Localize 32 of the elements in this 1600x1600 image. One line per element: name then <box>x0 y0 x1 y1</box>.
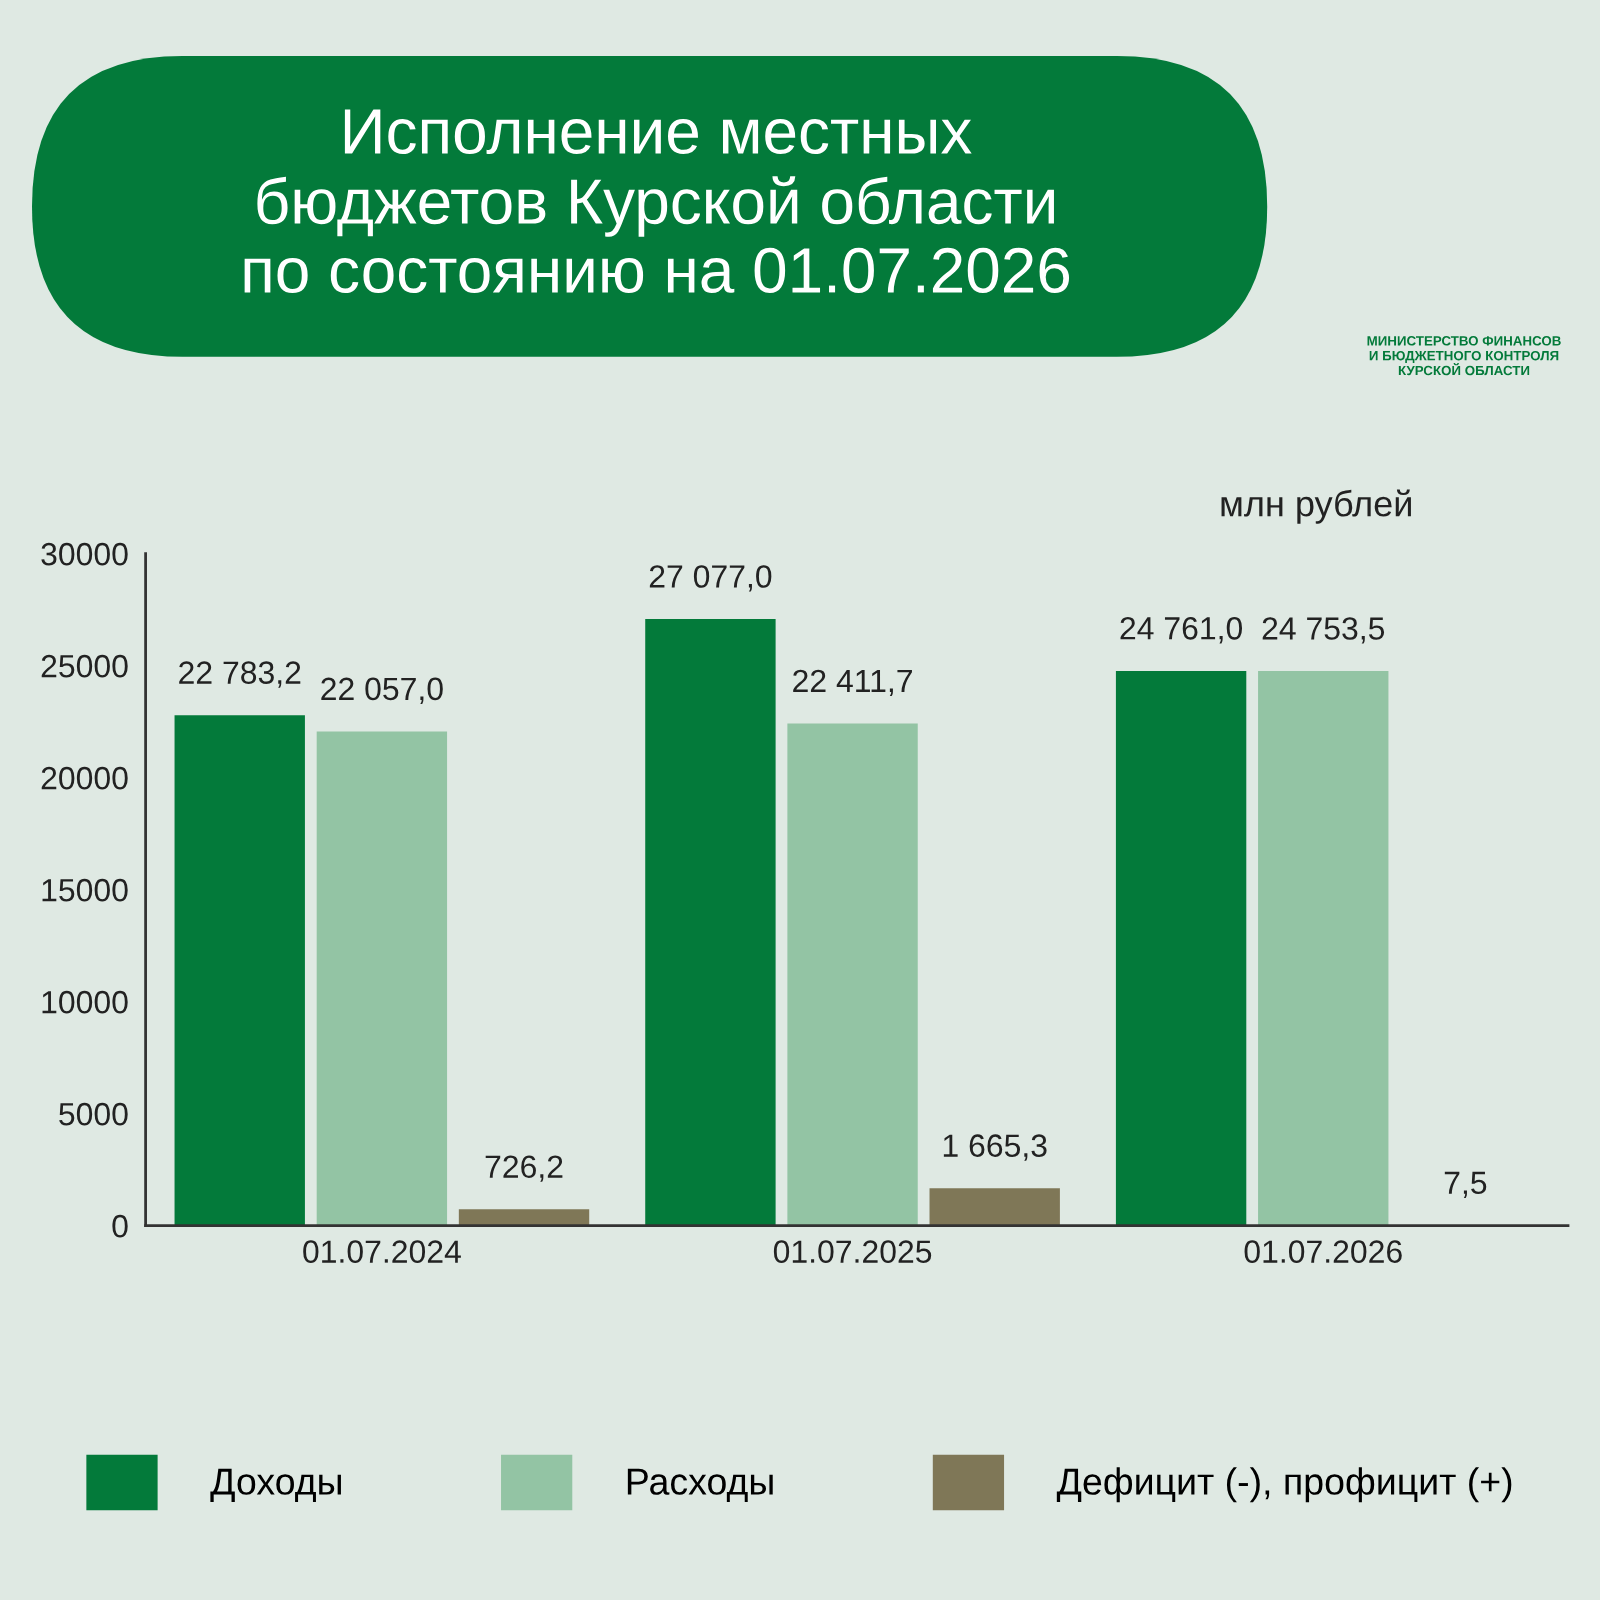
legend-label: Дефицит (-), профицит (+) <box>1056 1467 1512 1503</box>
y-tick-label: 0 <box>112 1214 128 1238</box>
bar <box>929 1188 1060 1226</box>
y-tick-label: 10000 <box>42 990 128 1014</box>
y-axis-title: млн рублей <box>1221 489 1411 524</box>
y-tick-label: 5000 <box>59 1102 128 1126</box>
data-label: 22 783,2 <box>179 661 301 688</box>
data-label: 7,5 <box>1444 1171 1487 1198</box>
data-label: 24 761,0 <box>1120 617 1243 644</box>
x-tick-label: 01.07.2025 <box>773 1240 932 1263</box>
data-label: 726,2 <box>485 1155 563 1182</box>
bar <box>787 723 918 1226</box>
bar <box>458 1209 590 1226</box>
legend-label: Расходы <box>627 1468 773 1502</box>
bar <box>1258 671 1389 1226</box>
data-label: 22 411,7 <box>793 669 912 697</box>
bar <box>174 715 305 1226</box>
legend-label: Доходы <box>210 1468 341 1502</box>
data-label: 22 057,0 <box>321 677 443 704</box>
bar <box>1115 670 1247 1226</box>
y-tick-label: 15000 <box>42 878 128 902</box>
bar <box>316 731 448 1226</box>
y-tick-label: 20000 <box>41 766 128 790</box>
data-label: 24 753,5 <box>1262 617 1385 644</box>
y-tick-label: 30000 <box>41 542 128 566</box>
x-tick-label: 01.07.2026 <box>1244 1240 1402 1263</box>
data-label: 27 077,0 <box>649 565 772 592</box>
data-label: 1 665,3 <box>943 1134 1047 1161</box>
chart-title: Исполнение местных бюджетов Курской области по состоянию на 01.07.2026 <box>244 109 1070 294</box>
y-tick-label: 25000 <box>41 654 128 678</box>
x-tick-label: 01.07.2024 <box>303 1240 461 1263</box>
bar <box>645 619 776 1226</box>
